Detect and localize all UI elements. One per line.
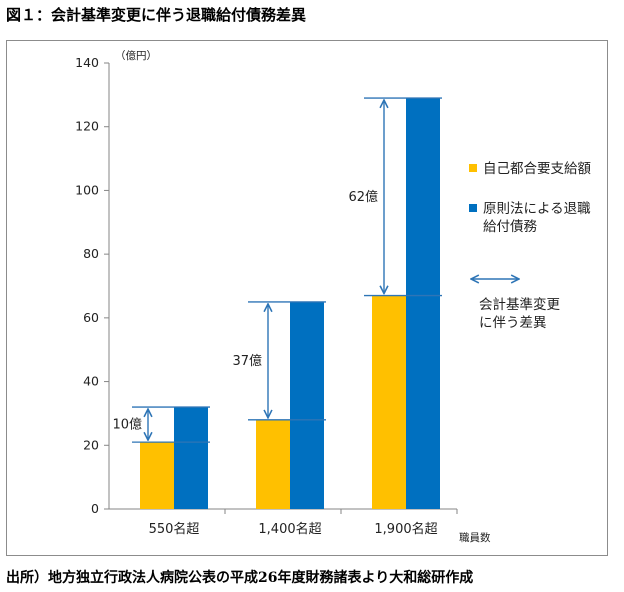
chart-frame: 0 20 40 60 80 100 120 140 （億円） 職員数 550名超 1,400名超 1,9… — [6, 40, 608, 556]
legend-label: 原則法による退職 — [483, 201, 591, 217]
y-axis-unit: （億円） — [115, 49, 157, 62]
legend-difference-label: に伴う差異 — [479, 315, 547, 331]
y-tick-label: 100 — [75, 182, 99, 197]
legend-label: 給付債務 — [483, 219, 537, 235]
bar-chart: 0 20 40 60 80 100 120 140 （億円） 職員数 550名超 1,400名超 1,9… — [75, 49, 591, 544]
y-tick-label: 120 — [75, 119, 99, 134]
y-tick-label: 0 — [91, 501, 99, 516]
x-category-label: 1,400名超 — [258, 521, 321, 537]
bar-principle-2 — [290, 301, 324, 509]
y-tick-label: 80 — [83, 246, 99, 261]
y-tick-label: 60 — [83, 310, 99, 325]
figure-title: 図１：会計基準変更に伴う退職給付債務差異 — [6, 6, 307, 24]
legend-label: 自己都合要支給額 — [483, 161, 591, 177]
bar-voluntary-1 — [140, 442, 174, 509]
y-tick-label: 40 — [83, 374, 99, 389]
legend-difference-label: 会計基準変更 — [479, 296, 560, 313]
bar-voluntary-3 — [372, 295, 406, 509]
source-note: 出所）地方独立行政法人病院公表の平成26年度財務諸表より大和総研作成 — [6, 570, 474, 586]
bar-principle-1 — [174, 407, 208, 509]
difference-label-1: 10億 — [112, 417, 142, 433]
difference-label-2: 37億 — [232, 353, 262, 369]
legend-swatch-principle — [469, 204, 477, 212]
x-axis-unit: 職員数 — [459, 531, 491, 544]
x-category-label: 550名超 — [149, 521, 200, 537]
legend-swatch-voluntary — [469, 164, 477, 172]
bar-voluntary-2 — [256, 419, 290, 509]
y-tick-label: 20 — [83, 437, 99, 452]
x-category-label: 1,900名超 — [374, 521, 437, 537]
y-tick-label: 140 — [75, 55, 99, 70]
bar-principle-3 — [406, 98, 440, 510]
difference-label-3: 62億 — [348, 189, 378, 205]
